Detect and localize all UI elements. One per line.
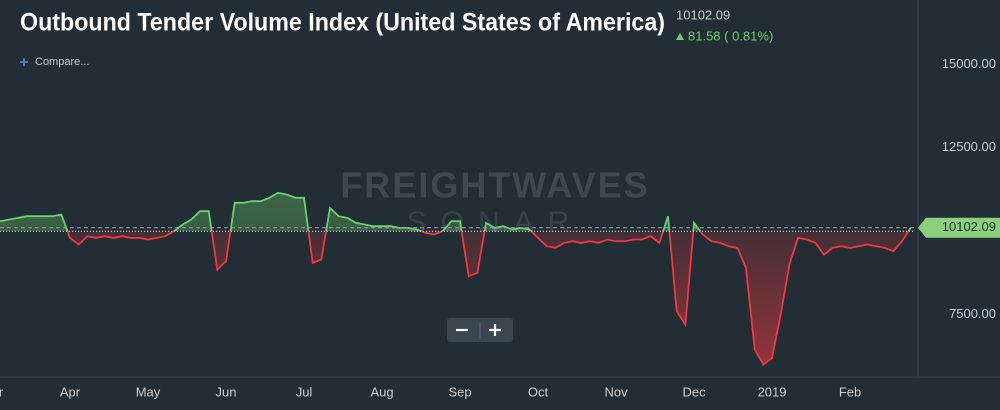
x-tick-label: Oct — [528, 384, 549, 399]
x-tick-label: May — [136, 384, 161, 399]
y-tick-label: 7500.00 — [949, 306, 996, 321]
area-up — [0, 192, 911, 232]
x-tick-label: 2019 — [758, 384, 787, 399]
last-value: 10102.09 — [676, 7, 730, 22]
compare-label[interactable]: Compare... — [35, 56, 89, 68]
area-down — [67, 231, 909, 365]
line-down — [66, 231, 910, 367]
change: 81.58 ( 0.81%) — [688, 28, 773, 43]
y-tick-label: 15000.00 — [942, 56, 996, 71]
x-tick-label: Apr — [60, 384, 81, 399]
x-tick-label: Mar — [0, 384, 4, 399]
x-tick-label: Jun — [216, 384, 237, 399]
watermark: FREIGHTWAVES — [340, 165, 649, 206]
x-tick-label: Feb — [839, 384, 861, 399]
x-tick-label: Aug — [370, 384, 393, 399]
price-label: 10102.09 — [942, 219, 996, 234]
compare-button[interactable]: Compare... — [20, 56, 89, 68]
line-up — [0, 191, 912, 232]
x-tick-label: Nov — [604, 384, 628, 399]
x-tick-label: Sep — [448, 384, 471, 399]
x-tick-label: Dec — [682, 384, 706, 399]
zoom-controls — [447, 318, 513, 342]
up-arrow — [676, 33, 684, 40]
zoom-in[interactable] — [489, 324, 501, 336]
chart-title: Outbound Tender Volume Index (United Sta… — [20, 9, 665, 37]
price-label-box — [918, 217, 1000, 238]
y-tick-label: 12500.00 — [942, 139, 996, 154]
x-tick-label: Jul — [296, 384, 313, 399]
